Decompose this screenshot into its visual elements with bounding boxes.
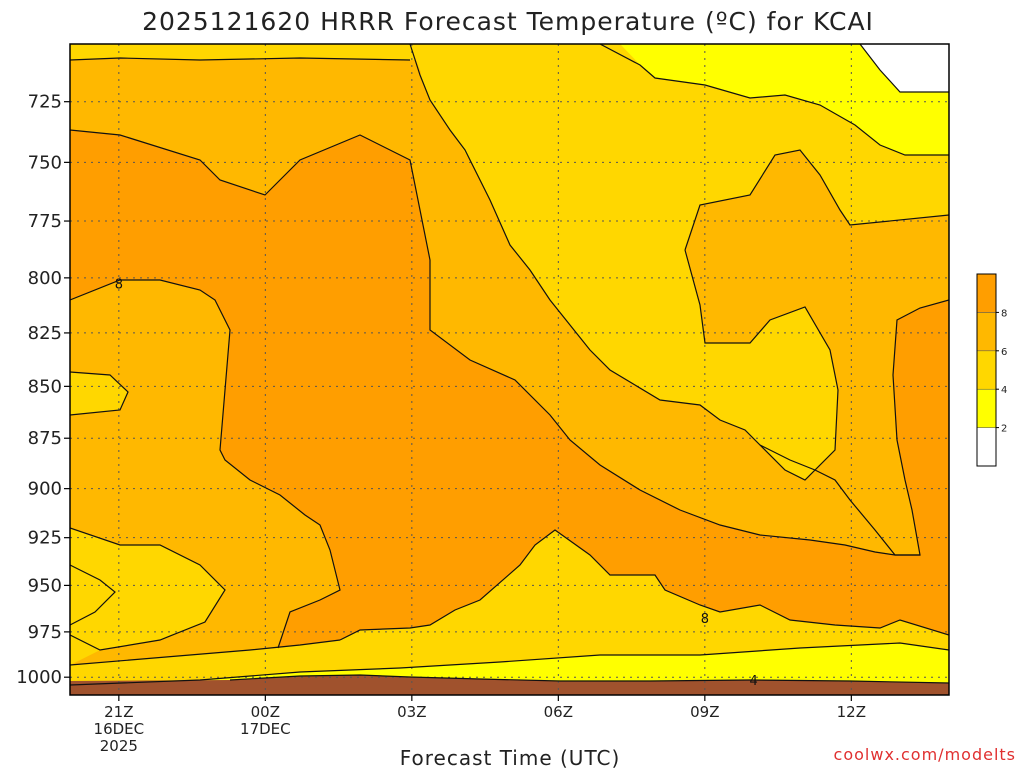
colorbar-swatch — [976, 273, 997, 313]
x-tick-label: 17DEC — [240, 720, 291, 738]
x-tick-label: 00Z — [251, 703, 280, 721]
band-2-4-top-a — [620, 44, 949, 155]
colorbar-frame — [976, 273, 997, 467]
colorbar-label: 8 — [1001, 308, 1007, 319]
contour-labels: 8 8 4 — [115, 278, 758, 689]
y-tick-label: 875 — [28, 428, 62, 449]
x-axis-label: Forecast Time (UTC) — [400, 746, 621, 768]
colorbar-swatch — [976, 388, 997, 428]
y-tick-label: 925 — [28, 528, 62, 549]
y-tick-label: 775 — [28, 211, 62, 232]
contour-label: 8 — [701, 612, 709, 627]
y-tick-label: 850 — [28, 376, 62, 397]
colorbar-label: 4 — [1001, 385, 1007, 396]
x-tick-label: 16DEC — [94, 720, 145, 738]
y-tick-label: 825 — [28, 323, 62, 344]
y-tick-label: 800 — [28, 268, 62, 289]
chart-title: 2025121620 HRRR Forecast Temperature (ºC… — [142, 7, 874, 36]
contour-label: 8 — [115, 278, 123, 293]
plot-area: 8 8 4 — [70, 44, 949, 695]
credit-text: coolwx.com/modelts — [834, 745, 1016, 764]
colorbar-swatch — [976, 312, 997, 352]
x-tick-label: 12Z — [837, 703, 866, 721]
x-tick-label: 09Z — [690, 703, 719, 721]
terrain — [70, 675, 949, 695]
colorbar-label: 2 — [1001, 424, 1007, 435]
plot-frame — [69, 43, 950, 696]
band-6-8-pocket — [685, 150, 949, 555]
x-tick-label: 06Z — [544, 703, 573, 721]
y-tick-label: 1000 — [16, 667, 62, 688]
y-tick-label: 900 — [28, 479, 62, 500]
colorbar-label: 6 — [1001, 347, 1007, 358]
band-4-6-upper-left — [70, 44, 415, 60]
y-tick-label: 725 — [28, 92, 62, 113]
y-tick-label: 950 — [28, 575, 62, 596]
band-4-6-top-mid — [420, 44, 949, 405]
band-below-2-top — [860, 44, 949, 92]
band-6-8-upper-left — [70, 58, 465, 195]
band-above-8 — [70, 130, 949, 648]
y-tick-label: 750 — [28, 152, 62, 173]
band-4-6-pocket — [705, 307, 838, 480]
x-tick-label: 03Z — [397, 703, 426, 721]
x-tick-label: 21Z — [104, 703, 133, 721]
colorbar: 2 4 6 8 — [976, 273, 1007, 467]
x-tick-label: 2025 — [100, 737, 138, 755]
band-4-6-left — [70, 372, 128, 415]
y-axis: 725 750 775 800 825 850 875 900 925 950 975 1000 — [16, 92, 70, 688]
contour-lines — [70, 44, 949, 686]
contour-label: 4 — [750, 674, 758, 689]
y-tick-label: 975 — [28, 622, 62, 643]
colorbar-swatch — [976, 427, 997, 467]
colorbar-swatch — [976, 350, 997, 390]
